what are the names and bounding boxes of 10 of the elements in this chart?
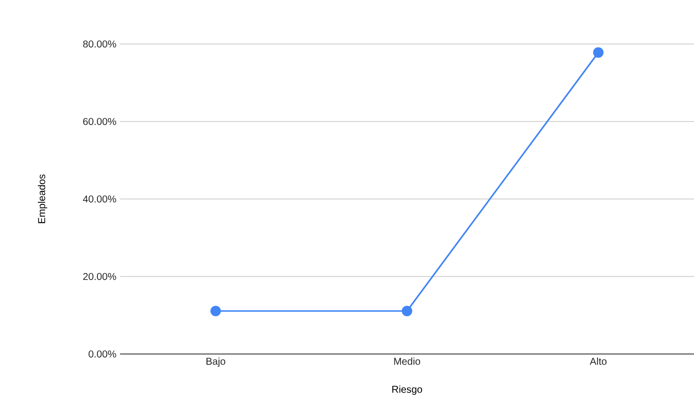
y-tick-label: 60.00% [83, 118, 116, 126]
y-tick-label: 80.00% [83, 40, 116, 48]
y-tick-label: 20.00% [83, 272, 116, 280]
x-tick-label: Bajo [206, 358, 226, 367]
x-tick-label: Medio [394, 358, 420, 365]
x-tick-label: Alto [590, 358, 607, 365]
y-tick-label: 0.00% [88, 350, 116, 358]
y-tick-label: 40.00% [82, 195, 116, 203]
y-axis-title: Empleados [38, 174, 48, 224]
x-axis-title: Riesgo [392, 386, 422, 395]
